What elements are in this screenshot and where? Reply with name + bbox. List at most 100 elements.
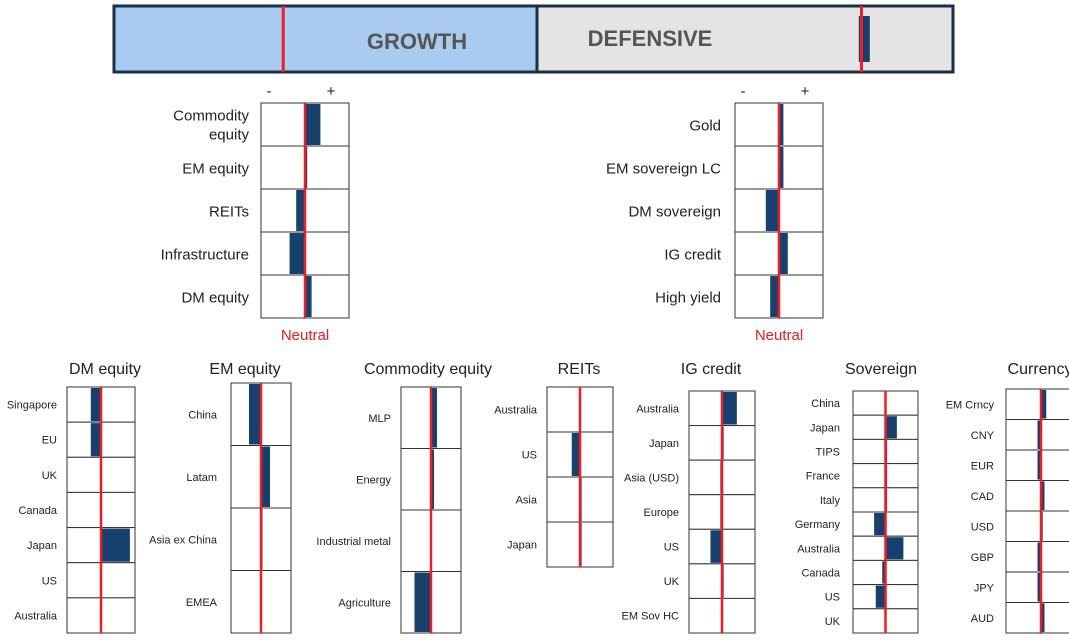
- category-label: France: [806, 471, 840, 483]
- defensive-segment: [535, 4, 955, 74]
- panel-title: IG credit: [681, 361, 742, 378]
- neutral-label: Neutral: [281, 327, 329, 344]
- category-label: Agriculture: [338, 597, 391, 609]
- category-label: EUR: [971, 460, 994, 472]
- category-label: Japan: [27, 540, 57, 552]
- value-bar: [296, 190, 305, 231]
- value-bar: [101, 528, 130, 562]
- panel-title: REITs: [558, 361, 601, 378]
- value-bar: [261, 446, 270, 507]
- panel-8: Sovereign China Japan TIPS France Italy German…: [795, 361, 919, 634]
- value-bar: [90, 423, 101, 457]
- growth-defensive-header: GROWTH DEFENSIVE: [112, 4, 955, 74]
- category-label: Australia: [636, 403, 680, 415]
- category-label: EM equity: [182, 161, 249, 178]
- value-bar: [1037, 451, 1041, 480]
- value-bar: [722, 392, 737, 425]
- category-label: US: [825, 592, 840, 604]
- panel-7: IG credit Australia Japan Asia (USD) Europe U…: [622, 361, 756, 634]
- category-label: China: [811, 398, 841, 410]
- row-cell: [1005, 480, 1069, 512]
- value-bar: [571, 433, 580, 476]
- value-bar: [305, 104, 321, 145]
- defensive-label: DEFENSIVE: [588, 26, 713, 51]
- value-bar: [875, 585, 886, 608]
- value-bar: [414, 572, 431, 632]
- value-bar: [770, 276, 779, 317]
- plus-symbol: +: [327, 83, 336, 100]
- category-label: Europe: [644, 507, 679, 519]
- category-label: Gold: [689, 118, 721, 135]
- category-label: EMEA: [186, 597, 218, 609]
- panel-9: Currency EM Crncy CNY EUR CAD USD GBP JPY AUD: [946, 361, 1069, 634]
- panel-1: Commodity equity EM equity REITs Infrastruct…: [161, 83, 350, 344]
- value-bar: [885, 416, 897, 439]
- category-label: US: [664, 542, 679, 554]
- panel-title: Commodity equity: [364, 361, 492, 378]
- value-bar: [779, 233, 788, 274]
- category-label: Australia: [797, 543, 841, 555]
- row-cell: [1005, 602, 1069, 634]
- value-bar: [882, 561, 886, 584]
- category-label: Latam: [186, 472, 217, 484]
- category-label: Japan: [649, 438, 679, 450]
- value-bar: [305, 276, 312, 317]
- category-label: EU: [42, 435, 57, 447]
- category-label: Canada: [18, 505, 57, 517]
- value-bar: [249, 384, 261, 445]
- category-label: EM Crncy: [946, 399, 995, 411]
- category-label: GBP: [971, 552, 994, 564]
- growth-label: GROWTH: [367, 29, 467, 54]
- value-bar: [1041, 390, 1047, 419]
- category-label: EM sovereign LC: [606, 161, 721, 178]
- panel-title: DM equity: [69, 361, 141, 378]
- value-bar: [779, 147, 784, 188]
- category-label: REITs: [209, 204, 249, 221]
- category-label: TIPS: [816, 447, 840, 459]
- category-label: UK: [42, 470, 58, 482]
- category-label: US: [522, 450, 537, 462]
- category-label: JPY: [974, 582, 995, 594]
- category-label: Asia ex China: [149, 534, 218, 546]
- value-bar: [765, 190, 779, 231]
- minus-symbol: -: [741, 83, 746, 100]
- category-label: DM equity: [181, 290, 249, 307]
- panel-3: DM equity Singapore EU UK Canada Japan US Austr…: [7, 361, 141, 634]
- category-label: Australia: [494, 405, 538, 417]
- value-bar: [710, 530, 722, 563]
- value-bar: [885, 537, 904, 560]
- category-label: USD: [971, 521, 994, 533]
- category-label: UK: [664, 576, 680, 588]
- neutral-label: Neutral: [755, 327, 803, 344]
- category-label: Australia: [14, 610, 58, 622]
- category-label: IG credit: [664, 247, 722, 264]
- value-bar: [874, 513, 886, 536]
- category-label: US: [42, 575, 57, 587]
- value-bar: [431, 449, 434, 509]
- panel-5: Commodity equity MLP Energy Industrial meta…: [316, 361, 492, 634]
- category-label: DM sovereign: [628, 204, 721, 221]
- current-position-bar: [858, 16, 870, 62]
- value-bar: [289, 233, 305, 274]
- panel-title: Currency: [1008, 361, 1069, 378]
- category-label: Singapore: [7, 400, 57, 412]
- value-bar: [90, 388, 101, 422]
- category-label: AUD: [971, 613, 994, 625]
- value-bar: [779, 104, 784, 145]
- category-label: Japan: [810, 422, 840, 434]
- category-label: equity: [209, 127, 250, 144]
- category-label: Industrial metal: [316, 536, 391, 548]
- category-label: UK: [825, 616, 841, 628]
- category-label: Japan: [507, 540, 537, 552]
- category-label: Infrastructure: [161, 247, 249, 264]
- category-label: Asia: [516, 495, 538, 507]
- value-bar: [1041, 603, 1045, 632]
- minus-symbol: -: [267, 83, 272, 100]
- value-bar: [1041, 481, 1045, 510]
- category-label: Energy: [356, 474, 391, 486]
- category-label: CNY: [971, 430, 995, 442]
- value-bar: [431, 388, 437, 448]
- allocation-panels: Commodity equity EM equity REITs Infrastruct…: [7, 83, 1069, 634]
- panel-4: EM equity China Latam Asia ex China EMEA: [149, 361, 292, 634]
